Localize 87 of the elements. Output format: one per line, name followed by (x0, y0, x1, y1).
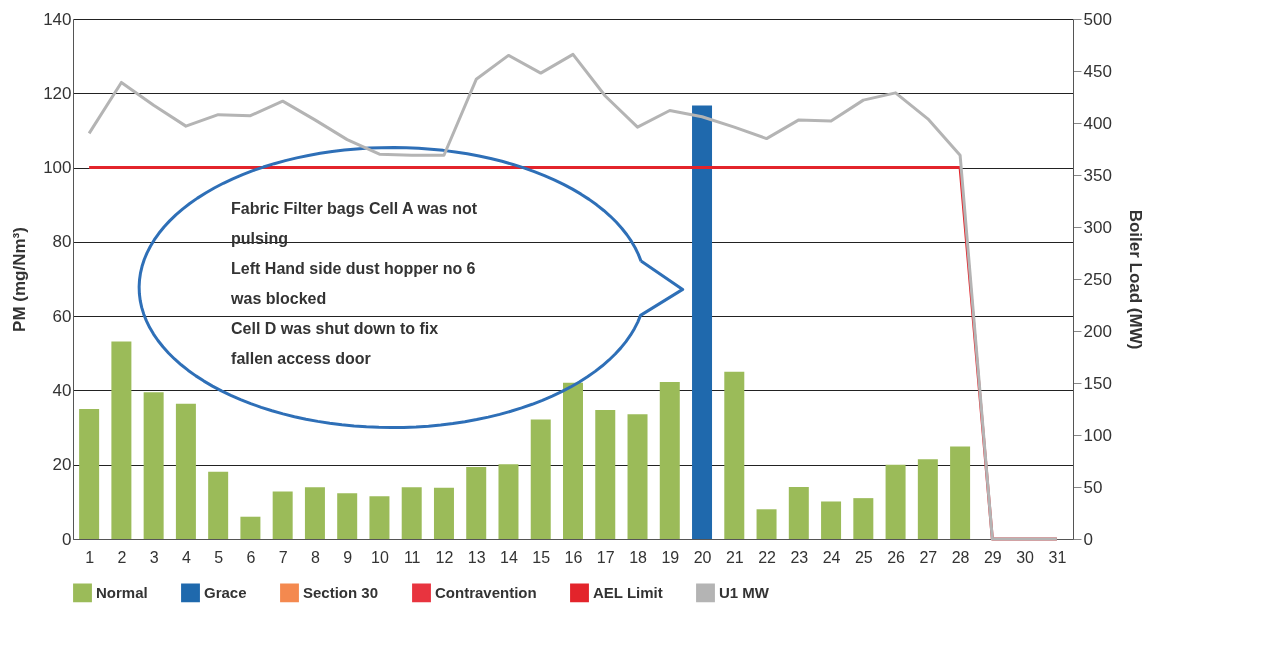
x-tick-label: 19 (661, 548, 680, 566)
bar (756, 509, 777, 539)
legend-label: Section 30 (303, 583, 379, 601)
bar (433, 487, 454, 539)
bar (498, 464, 519, 539)
y2-tick-label: 300 (1083, 217, 1112, 237)
bar (563, 382, 583, 539)
bar (627, 414, 648, 539)
y-tick-label: 0 (62, 529, 72, 549)
y-axis-title: PM (mg/Nm³) (10, 227, 30, 332)
x-tick-label: 2 (117, 548, 127, 566)
bar (337, 493, 358, 539)
x-tick-label: 4 (181, 548, 191, 566)
bar (530, 419, 551, 539)
y2-tick-label: 150 (1083, 373, 1112, 393)
bar (466, 466, 487, 539)
bar (111, 341, 132, 539)
x-tick-label: 9 (343, 548, 353, 566)
x-tick-label: 28 (951, 548, 970, 566)
y2-tick-label: 500 (1083, 9, 1112, 29)
y2-tick-label: 450 (1083, 61, 1112, 81)
x-tick-label: 31 (1048, 548, 1067, 566)
bar (692, 105, 713, 539)
legend-label: Normal (96, 583, 148, 601)
y2-tick-label: 350 (1083, 165, 1112, 185)
x-tick-label: 1 (85, 548, 95, 566)
bar (208, 471, 229, 539)
x-tick-label: 21 (725, 548, 744, 566)
y-tick-label: 20 (52, 455, 72, 475)
y2-axis-title: Boiler Load (MW) (1125, 209, 1145, 350)
y2-tick-label: 250 (1083, 269, 1112, 289)
y-tick-label: 100 (43, 158, 72, 178)
x-tick-label: 11 (403, 548, 421, 566)
bar (401, 487, 422, 539)
x-tick-label: 6 (246, 548, 256, 566)
bar (175, 403, 196, 539)
y-tick-label: 60 (52, 306, 72, 326)
bar (950, 446, 971, 539)
bar (143, 392, 164, 539)
bar (724, 371, 745, 539)
x-tick-label: 12 (435, 548, 454, 566)
x-tick-label: 26 (887, 548, 906, 566)
x-tick-label: 14 (500, 548, 518, 566)
bar (272, 491, 293, 539)
x-tick-label: 13 (467, 548, 486, 566)
legend-label: Contravention (435, 583, 537, 601)
x-tick-label: 23 (790, 548, 809, 566)
y2-tick-label: 400 (1083, 113, 1112, 133)
x-tick-label: 30 (1016, 548, 1035, 566)
x-tick-label: 3 (149, 548, 159, 566)
line-series (87, 52, 1059, 541)
y2-tick-label: 0 (1083, 529, 1093, 549)
x-tick-label: 22 (758, 548, 777, 566)
x-tick-label: 18 (629, 548, 648, 566)
legend-label: U1 MW (719, 583, 770, 601)
y-tick-label: 80 (52, 232, 72, 252)
bar (788, 487, 809, 539)
y2-tick-label: 50 (1083, 477, 1103, 497)
bar (79, 409, 100, 539)
x-tick-label: 29 (983, 548, 1002, 566)
y2-tick-label: 100 (1083, 425, 1112, 445)
bar (595, 410, 616, 539)
bar (304, 487, 325, 539)
x-tick-label: 17 (596, 548, 615, 566)
legend-label: Grace (204, 583, 247, 601)
bar (917, 459, 938, 539)
x-tick-label: 16 (564, 548, 583, 566)
x-tick-label: 27 (919, 548, 938, 566)
bar (885, 464, 906, 539)
bar (369, 496, 390, 539)
bar (240, 516, 261, 539)
x-tick-label: 15 (532, 548, 551, 566)
x-tick-label: 25 (854, 548, 873, 566)
y-tick-label: 140 (43, 9, 72, 29)
y2-tick-label: 200 (1083, 321, 1112, 341)
x-tick-label: 7 (278, 548, 288, 566)
x-tick-label: 24 (822, 548, 841, 566)
legend-label: AEL Limit (593, 583, 663, 601)
bar (821, 501, 842, 539)
x-tick-label: 10 (371, 548, 389, 566)
x-tick-label: 5 (214, 548, 224, 566)
x-tick-label: 20 (693, 548, 712, 566)
x-tick-label: 8 (310, 548, 320, 566)
y-tick-label: 40 (52, 380, 72, 400)
bar (659, 381, 680, 539)
y-tick-label: 120 (43, 83, 72, 103)
bar (853, 498, 874, 539)
